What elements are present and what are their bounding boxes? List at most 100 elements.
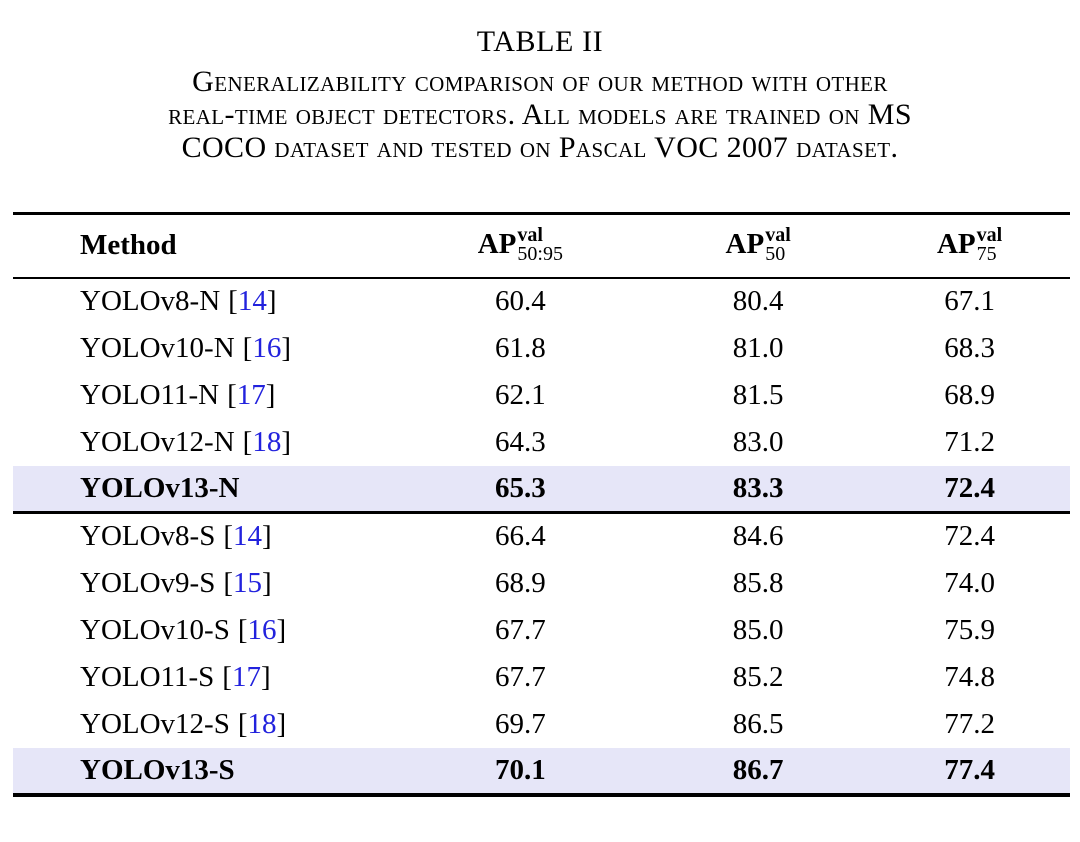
method-name: YOLOv10-S <box>80 613 230 646</box>
ap-superscript: val <box>765 223 791 246</box>
metric-cell: 72.4 <box>944 520 995 553</box>
row-yolov13-s-highlighted: YOLOv13-S 70.1 86.7 77.4 <box>13 747 1070 795</box>
col-header-ap-50-95: AP val 50:95 <box>394 214 648 278</box>
metric-cell: 83.0 <box>732 425 784 458</box>
ap-scripts: val 75 <box>976 223 1003 264</box>
metric-cell: 74.0 <box>944 566 995 599</box>
metric-cell: 77.2 <box>944 707 995 740</box>
ap-scripts: val 50:95 <box>517 223 563 265</box>
ap-label: AP <box>936 227 976 260</box>
ap-label: AP <box>477 227 517 260</box>
method-name: YOLOv9-S <box>80 566 216 599</box>
ap-superscript: val <box>976 223 1003 246</box>
ap-subscript: 50:95 <box>517 242 563 265</box>
metric-cell: 81.0 <box>732 331 784 364</box>
citation-link[interactable]: 17 <box>236 378 266 411</box>
row-yolov8-n: YOLOv8-N [14] 60.4 80.4 67.1 <box>13 278 1070 325</box>
method-cell: YOLOv9-S [15] <box>13 560 394 607</box>
method-name: YOLOv8-N <box>80 285 221 317</box>
citation-link[interactable]: 18 <box>252 425 282 458</box>
metric-cell: 61.8 <box>494 331 546 364</box>
method-cell: YOLOv10-S [16] <box>13 607 394 654</box>
metric-cell: 81.5 <box>732 378 784 411</box>
citation-bracket: ] <box>281 425 291 458</box>
citation-link[interactable]: 14 <box>233 520 263 553</box>
metric-cell: 85.2 <box>732 660 784 693</box>
caption-line: COCO dataset and tested on Pascal VOC 20… <box>181 131 899 164</box>
citation-bracket: [ <box>227 378 237 411</box>
method-cell: YOLO11-S [17] <box>13 654 394 701</box>
col-header-ap-50: AP val 50 <box>647 214 869 278</box>
citation-link[interactable]: 16 <box>252 331 282 364</box>
metric-cell: 80.4 <box>732 285 784 317</box>
method-cell: YOLOv10-N [16] <box>13 325 394 372</box>
citation-bracket: [ <box>242 331 253 364</box>
metric-cell: 85.8 <box>732 566 784 599</box>
metric-cell: 75.9 <box>944 613 995 646</box>
metric-cell: 69.7 <box>494 707 546 740</box>
metric-cell: 86.7 <box>732 753 784 786</box>
metric-cell: 68.9 <box>494 566 546 599</box>
row-yolo11-s: YOLO11-S [17] 67.7 85.2 74.8 <box>13 654 1070 701</box>
metric-cell: 68.9 <box>944 378 995 411</box>
method-cell: YOLOv8-S [14] <box>13 513 394 560</box>
method-cell: YOLOv12-S [18] <box>13 701 394 748</box>
citation-link[interactable]: 16 <box>247 613 277 646</box>
citation-link[interactable]: 18 <box>247 707 277 740</box>
metric-cell: 67.7 <box>494 613 546 646</box>
method-cell: YOLOv13-S <box>80 753 235 786</box>
row-yolov12-s: YOLOv12-S [18] 69.7 86.5 77.2 <box>13 701 1070 748</box>
citation-link[interactable]: 14 <box>237 285 267 317</box>
citation-bracket: ] <box>260 660 271 693</box>
method-name: YOLO11-N <box>80 378 220 411</box>
metric-cell: 74.8 <box>944 660 995 693</box>
citation-bracket: ] <box>276 613 287 646</box>
method-cell: YOLO11-N [17] <box>13 372 394 419</box>
row-yolov13-n-highlighted: YOLOv13-N 65.3 83.3 72.4 <box>13 465 1070 513</box>
citation-bracket: [ <box>223 566 234 599</box>
caption-line: real-time object detectors. All models a… <box>168 98 912 131</box>
citation-bracket: ] <box>262 566 272 599</box>
metric-cell: 62.1 <box>494 378 546 411</box>
metric-cell: 77.4 <box>944 753 995 786</box>
citation-bracket: ] <box>265 378 276 411</box>
citation-bracket: [ <box>237 707 248 740</box>
citation-bracket: [ <box>237 613 248 646</box>
metric-cell: 65.3 <box>494 471 546 504</box>
row-yolov8-s: YOLOv8-S [14] 66.4 84.6 72.4 <box>13 513 1070 560</box>
table-caption: TABLE II Generalizability comparison of … <box>0 0 1080 164</box>
group-nano-models: YOLOv8-N [14] 60.4 80.4 67.1 YOLOv10-N [16… <box>13 278 1070 513</box>
row-yolov10-n: YOLOv10-N [16] 61.8 81.0 68.3 <box>13 325 1070 372</box>
citation-bracket: [ <box>242 425 253 458</box>
citation-bracket: ] <box>262 520 272 553</box>
citation-bracket: ] <box>276 707 287 740</box>
ap-superscript: val <box>517 223 543 246</box>
metric-cell: 66.4 <box>494 520 546 553</box>
method-cell: YOLOv12-N [18] <box>13 419 394 466</box>
citation-link[interactable]: 17 <box>231 660 261 693</box>
row-yolo11-n: YOLO11-N [17] 62.1 81.5 68.9 <box>13 372 1070 419</box>
metric-cell: 86.5 <box>732 707 784 740</box>
metric-cell: 84.6 <box>732 520 784 553</box>
ap-scripts: val 50 <box>765 223 791 264</box>
row-yolov12-n: YOLOv12-N [18] 64.3 83.0 71.2 <box>13 419 1070 466</box>
method-name: YOLOv8-S <box>80 520 216 553</box>
citation-bracket: [ <box>222 660 232 693</box>
method-name: YOLO11-S <box>80 660 215 693</box>
metric-cell: 68.3 <box>944 331 995 364</box>
metric-cell: 72.4 <box>944 471 995 504</box>
metric-cell: 64.3 <box>494 425 546 458</box>
citation-bracket: ] <box>266 285 277 317</box>
metric-cell: 71.2 <box>944 425 995 458</box>
metric-cell: 70.1 <box>494 753 546 786</box>
col-header-method: Method <box>80 229 177 262</box>
method-name: YOLOv10-N <box>80 331 235 364</box>
citation-link[interactable]: 15 <box>233 566 263 599</box>
caption-line: Generalizability comparison of our metho… <box>192 65 888 98</box>
metric-cell: 67.7 <box>494 660 546 693</box>
citation-bracket: [ <box>223 520 234 553</box>
ap-label: AP <box>725 227 765 260</box>
caption-text: Generalizability comparison of our metho… <box>0 65 1080 164</box>
table-number: TABLE II <box>476 25 604 58</box>
metric-cell: 67.1 <box>944 285 995 317</box>
